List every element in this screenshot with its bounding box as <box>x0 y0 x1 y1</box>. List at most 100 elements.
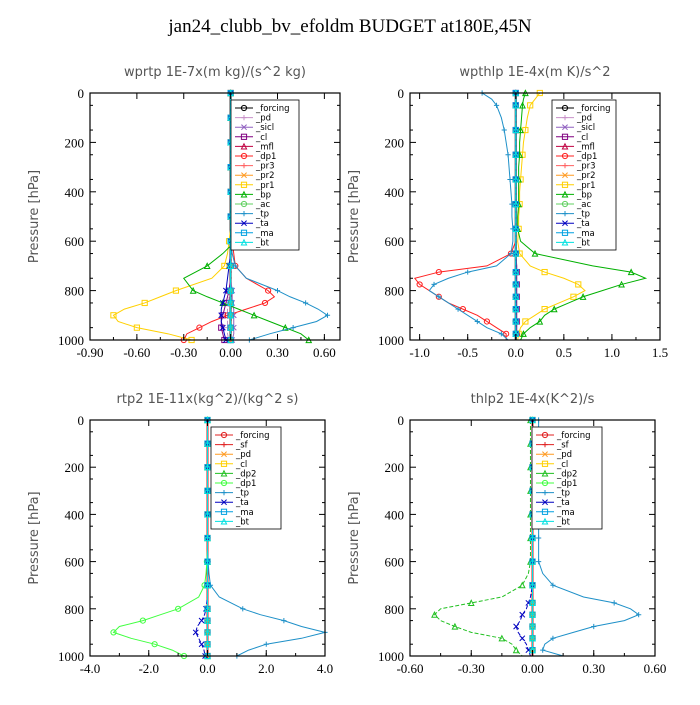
series-line <box>517 92 648 341</box>
legend-marker <box>220 479 228 487</box>
legend-marker <box>561 190 569 198</box>
panel-title: wprtp 1E-7x(m kg)/(s^2 kg) <box>124 65 306 80</box>
data-point <box>627 268 635 276</box>
x-tick-label: -0.30 <box>170 345 197 360</box>
legend-item: _bt <box>235 238 270 248</box>
data-point <box>219 299 227 307</box>
legend-marker <box>220 469 228 477</box>
data-point <box>250 311 258 319</box>
data-point <box>435 268 442 276</box>
legend-marker <box>542 490 548 496</box>
legend-marker <box>541 469 549 477</box>
data-point <box>493 102 500 108</box>
y-tick-label: 600 <box>65 234 85 249</box>
data-point <box>198 641 205 648</box>
data-point <box>498 634 506 642</box>
y-tick-label: 0 <box>78 413 85 428</box>
figure-title: jan24_clubb_bv_efoldm BUDGET at180E,45N <box>167 16 532 37</box>
y-tick-label: 800 <box>65 284 85 299</box>
x-tick-label: 2.0 <box>258 661 274 676</box>
data-point <box>227 311 235 319</box>
data-point <box>512 317 520 325</box>
series-bt <box>204 416 211 660</box>
legend-marker <box>542 442 548 448</box>
legend-marker <box>541 508 549 515</box>
legend-label: _bt <box>235 517 250 527</box>
legend-marker <box>562 124 568 131</box>
legend-item: _tp <box>235 210 269 220</box>
data-point <box>281 618 287 624</box>
data-point <box>512 175 520 183</box>
data-point <box>529 599 536 606</box>
data-point <box>227 262 235 269</box>
y-axis-label: Pressure [hPa] <box>27 491 42 584</box>
data-point <box>636 612 642 618</box>
data-point <box>550 635 556 641</box>
legend-marker <box>561 133 569 140</box>
x-tick-label: 1.0 <box>604 345 620 360</box>
legend-label: _bp <box>255 190 271 200</box>
series-line <box>433 420 531 657</box>
legend-item: _pr1 <box>556 181 596 191</box>
data-point <box>192 629 199 636</box>
legend-marker <box>241 220 247 227</box>
panel-3: rtp2 1E-11x(kg^2)/(kg^2 s) Pressure [hPa]… <box>27 392 333 676</box>
legend-item: _ac <box>556 200 591 210</box>
legend-item: _cl <box>235 133 267 143</box>
legend: _forcing_pd_sicl_cl_mfl_dp1_pr3_pr2_pr1_… <box>551 99 617 251</box>
data-point <box>512 151 520 158</box>
legend-marker <box>241 163 247 169</box>
data-point <box>541 306 548 313</box>
legend-label: _ta <box>255 219 269 229</box>
data-point <box>512 101 520 109</box>
x-tick-label: 0.60 <box>644 661 667 676</box>
legend-marker <box>541 479 549 487</box>
x-tick-label: 4.0 <box>317 661 333 676</box>
legend-label: _cl <box>576 133 588 143</box>
data-point <box>505 152 511 158</box>
data-point <box>196 324 203 331</box>
legend-label: _mfl <box>255 142 274 152</box>
data-point <box>541 268 548 276</box>
legend-label: _dp1 <box>255 152 276 162</box>
legend-item: _ac <box>235 200 270 210</box>
data-point <box>431 281 437 288</box>
data-point <box>512 200 520 208</box>
x-tick-label: 0.30 <box>266 345 289 360</box>
data-point <box>204 510 211 518</box>
x-tick-label: -0.30 <box>458 661 485 676</box>
legend-item: _sf <box>215 441 249 451</box>
legend-marker <box>562 220 568 227</box>
data-point <box>219 299 226 306</box>
y-tick-label: 400 <box>65 507 85 522</box>
data-point <box>519 101 526 109</box>
x-tick-label: 0.0 <box>508 345 524 360</box>
x-tick-label: 0.00 <box>521 661 544 676</box>
y-tick-label: 400 <box>65 185 85 200</box>
legend-item: _ma <box>215 508 254 518</box>
x-tick-label: 0.60 <box>313 345 336 360</box>
x-tick-label: 0.5 <box>556 345 572 360</box>
y-tick-label: 600 <box>65 555 85 570</box>
y-axis-label: Pressure [hPa] <box>27 170 42 263</box>
data-point <box>218 312 225 319</box>
data-point <box>618 280 625 288</box>
data-point <box>465 269 471 275</box>
x-tick-label: 0.30 <box>582 661 605 676</box>
panel-title: thlp2 1E-4x(K^2)/s <box>471 392 595 407</box>
legend-label: _bt <box>576 238 591 248</box>
data-point <box>110 312 117 319</box>
y-tick-label: 200 <box>65 460 85 475</box>
data-point <box>218 324 225 331</box>
legend-item: _dp1 <box>536 479 577 489</box>
data-point <box>204 628 211 636</box>
legend-label: _pr3 <box>576 162 596 172</box>
data-point <box>265 287 272 294</box>
legend-label: _sicl <box>576 123 595 133</box>
y-tick-label: 600 <box>385 555 405 570</box>
legend-label: _ta <box>556 498 570 508</box>
legend-item: _pr1 <box>235 181 275 191</box>
legend-item: _cl <box>536 460 568 470</box>
legend-label: _pd <box>556 450 572 460</box>
data-point <box>570 293 577 300</box>
